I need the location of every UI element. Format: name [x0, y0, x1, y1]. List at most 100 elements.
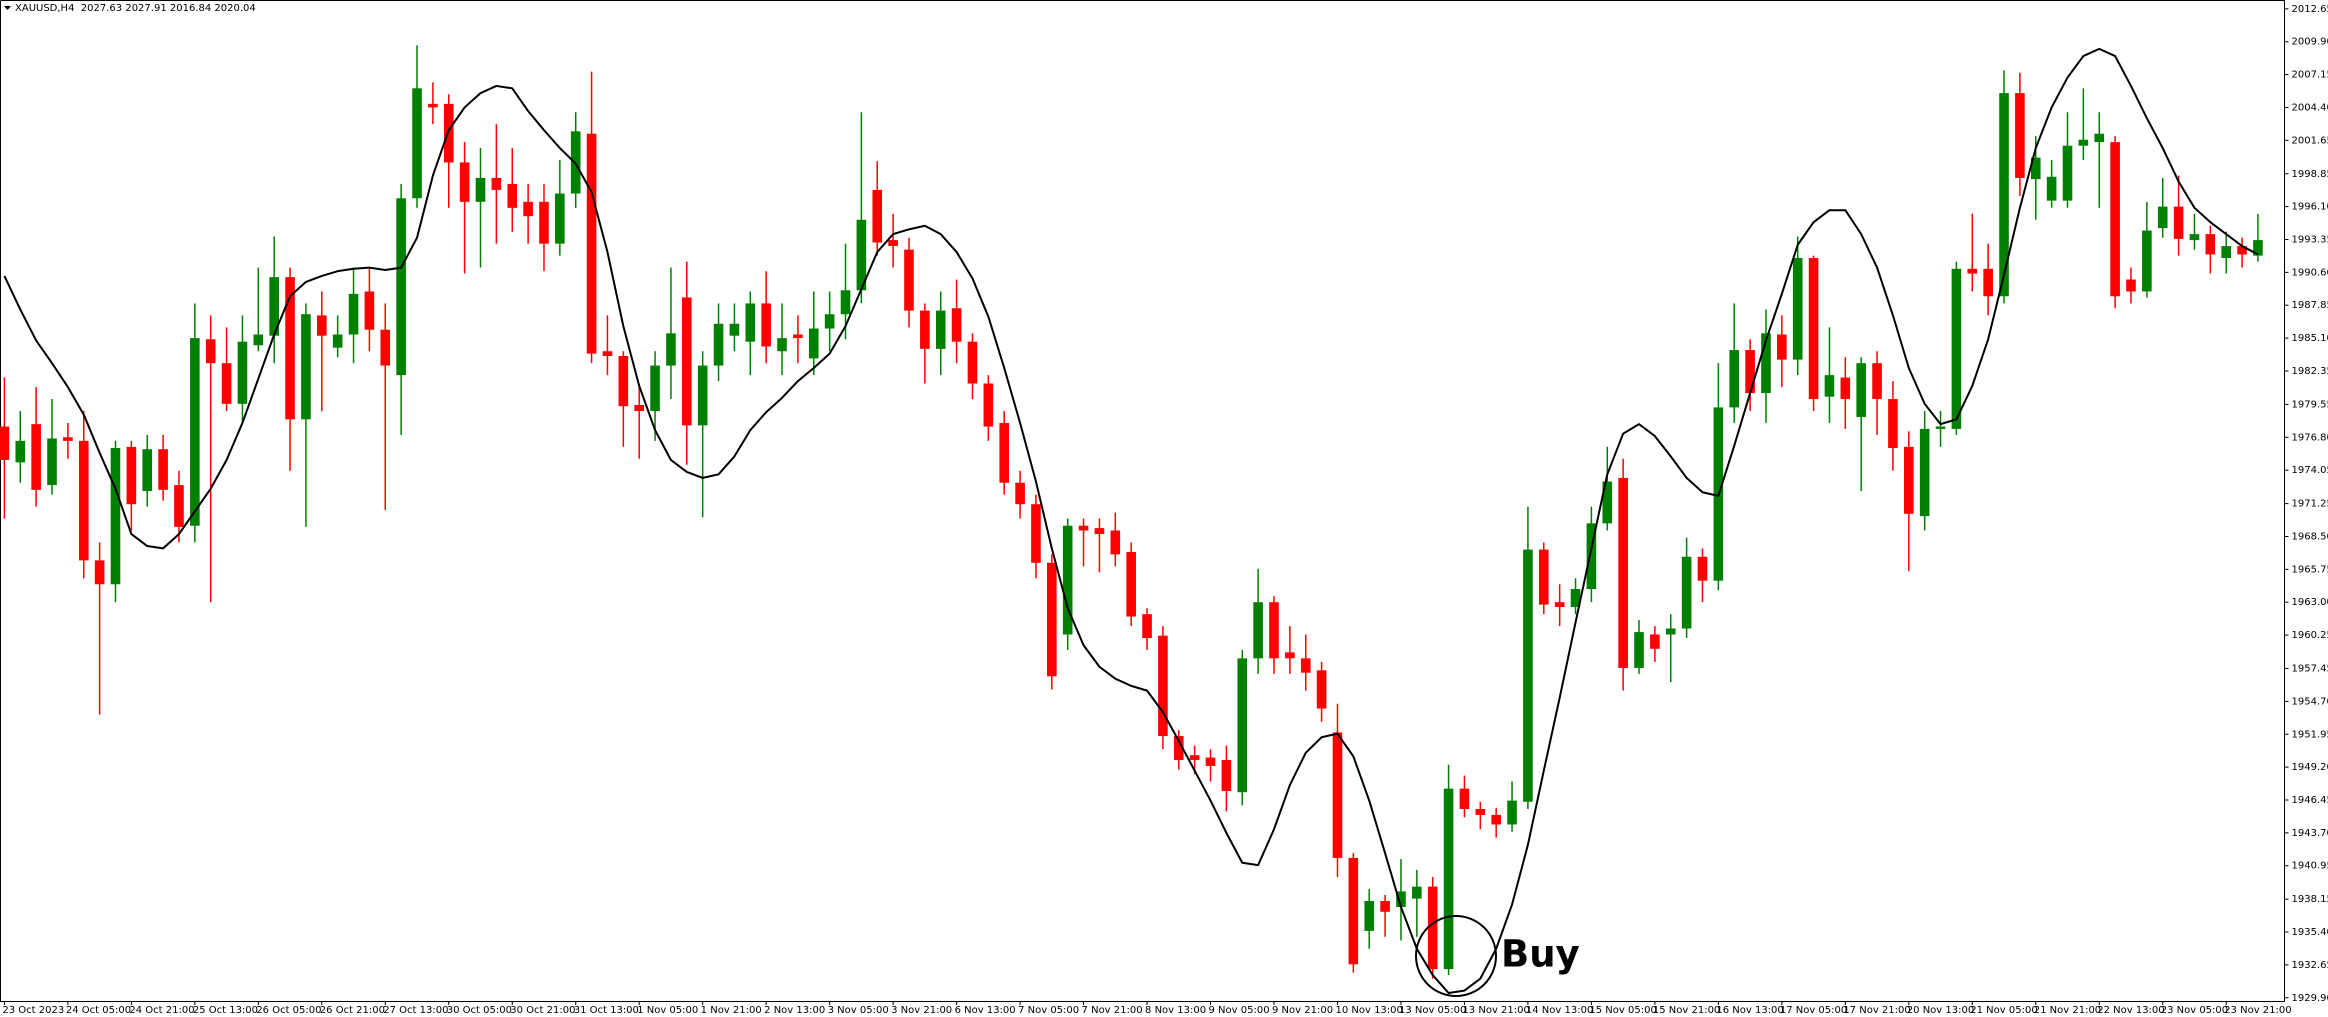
- y-tick-label: 1993.35: [2292, 234, 2328, 245]
- y-tick-label: 2007.15: [2292, 70, 2328, 81]
- candle-body: [158, 449, 168, 490]
- candle-body: [697, 365, 708, 426]
- candle-body: [1967, 268, 1978, 274]
- candle-body: [1650, 634, 1660, 649]
- y-tick-label: 1929.90: [2292, 993, 2328, 1004]
- candle-body: [2094, 133, 2105, 143]
- candle-body: [793, 334, 803, 339]
- x-tick-label: 1 Nov 05:00: [637, 1005, 698, 1016]
- x-tick-label: 21 Nov 21:00: [2034, 1005, 2101, 1016]
- y-tick-label: 1960.25: [2292, 630, 2328, 641]
- candle-body: [999, 422, 1010, 483]
- y-tick-label: 2001.65: [2292, 135, 2328, 146]
- candle-body: [1761, 333, 1771, 394]
- candle-body: [2189, 234, 2200, 241]
- candle-body: [1205, 757, 1216, 766]
- candle-body: [1253, 602, 1263, 659]
- x-tick-label: 30 Oct 05:00: [447, 1005, 512, 1016]
- candle-body: [1872, 363, 1882, 400]
- candle-body: [1094, 528, 1105, 535]
- candle-body: [983, 383, 994, 427]
- candle-body: [1538, 549, 1549, 605]
- candle-body: [618, 356, 629, 407]
- y-tick-label: 1987.85: [2292, 300, 2328, 311]
- candle-body: [1983, 268, 1993, 297]
- candle-body: [1396, 891, 1406, 907]
- y-tick-label: 1990.60: [2292, 267, 2328, 278]
- y-tick-label: 2009.90: [2292, 37, 2328, 48]
- candle-body: [1158, 635, 1168, 737]
- candle-body: [1062, 525, 1073, 635]
- candle-body: [459, 162, 470, 202]
- candle-body: [491, 177, 502, 190]
- y-tick-label: 1968.50: [2292, 531, 2328, 542]
- y-tick-label: 1979.55: [2292, 399, 2328, 410]
- x-tick-label: 9 Nov 21:00: [1272, 1005, 1333, 1016]
- candle-body: [15, 440, 26, 463]
- x-tick-label: 20 Nov 13:00: [1907, 1005, 1974, 1016]
- x-tick-label: 9 Nov 05:00: [1209, 1005, 1270, 1016]
- candle-body: [713, 323, 724, 366]
- x-tick-label: 8 Nov 13:00: [1145, 1005, 1206, 1016]
- candle-body: [1110, 530, 1121, 555]
- candle-body: [935, 310, 946, 349]
- y-tick-label: 1949.20: [2292, 762, 2328, 773]
- candle-body: [2015, 93, 2025, 178]
- candle-body: [2110, 142, 2120, 297]
- x-tick-label: 21 Nov 05:00: [1970, 1005, 2037, 1016]
- candle-body: [1427, 886, 1438, 970]
- candle-body: [126, 446, 137, 505]
- candle-body: [523, 201, 533, 217]
- x-tick-label: 25 Oct 13:00: [193, 1005, 258, 1016]
- candle-body: [1919, 428, 1930, 517]
- y-tick-label: 2012.65: [2292, 4, 2328, 15]
- x-tick-label: 1 Nov 21:00: [701, 1005, 762, 1016]
- candle-body: [237, 341, 248, 404]
- candle-body: [2062, 145, 2073, 201]
- candle-body: [1840, 377, 1851, 400]
- y-tick-label: 1996.10: [2292, 202, 2328, 213]
- candle-body: [1602, 481, 1613, 524]
- candle-body: [761, 303, 771, 347]
- candle-body: [205, 339, 216, 364]
- candle-body: [1332, 732, 1343, 858]
- x-tick-label: 15 Nov 21:00: [1653, 1005, 1720, 1016]
- candle-body: [1999, 93, 2009, 297]
- y-tick-label: 1963.00: [2292, 597, 2328, 608]
- x-tick-label: 30 Oct 21:00: [510, 1005, 575, 1016]
- y-tick-label: 1938.15: [2292, 894, 2328, 905]
- candle-body: [840, 290, 851, 315]
- candle-body: [1126, 552, 1136, 617]
- candle-body: [1523, 549, 1533, 802]
- candle-body: [269, 277, 279, 336]
- candle-body: [364, 291, 375, 330]
- candle-body: [777, 338, 787, 352]
- candle-body: [1364, 900, 1375, 931]
- candle-body: [0, 426, 10, 460]
- y-tick-label: 1935.40: [2292, 927, 2328, 938]
- candle-body: [428, 103, 438, 108]
- y-tick-label: 1943.70: [2292, 828, 2328, 839]
- candle-body: [1491, 814, 1501, 825]
- y-tick-label: 1951.95: [2292, 729, 2328, 740]
- candle-body: [1935, 426, 1946, 429]
- x-tick-label: 6 Nov 13:00: [955, 1005, 1016, 1016]
- candle-body: [190, 338, 200, 526]
- x-tick-label: 16 Nov 13:00: [1716, 1005, 1783, 1016]
- x-tick-label: 26 Oct 21:00: [320, 1005, 385, 1016]
- x-tick-label: 31 Oct 13:00: [574, 1005, 639, 1016]
- x-tick-label: 13 Nov 05:00: [1399, 1005, 1466, 1016]
- candle-body: [602, 351, 613, 357]
- candle-body: [2046, 176, 2057, 201]
- candle-body: [729, 323, 740, 336]
- candle-body: [1634, 632, 1644, 668]
- candle-body: [586, 133, 597, 354]
- candle-body: [2126, 279, 2136, 292]
- candle-body: [2157, 206, 2168, 229]
- candle-body: [1697, 556, 1708, 581]
- candle-body: [1856, 363, 1866, 417]
- y-tick-label: 1954.70: [2292, 696, 2328, 707]
- candle-body: [650, 365, 660, 411]
- candle-body: [1888, 399, 1898, 449]
